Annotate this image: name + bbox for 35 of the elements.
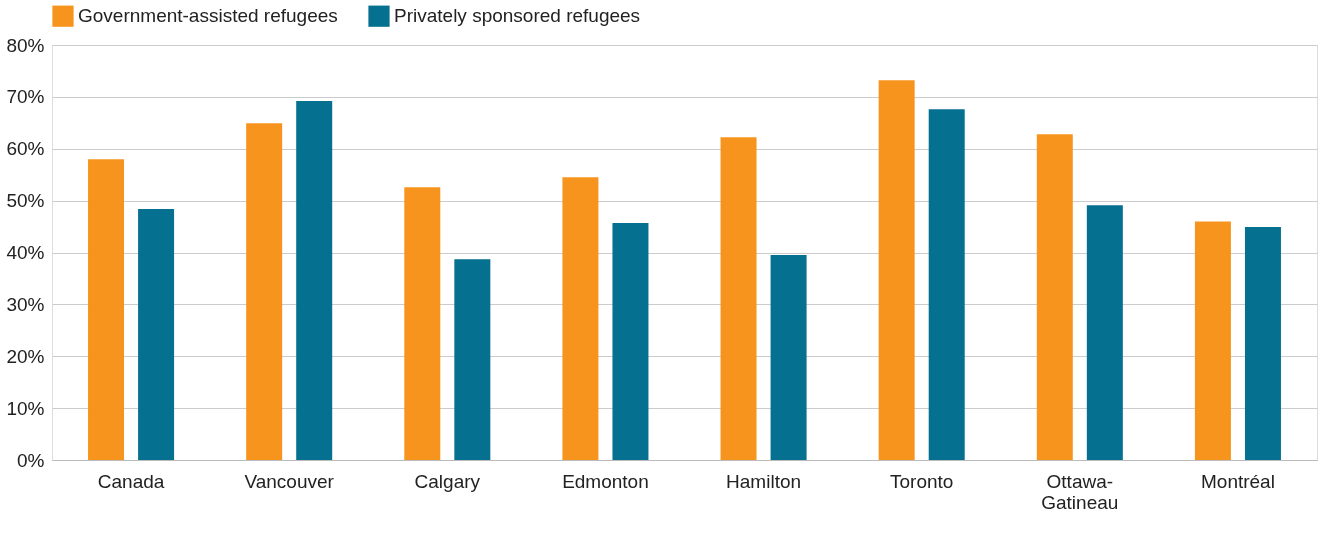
y-tick-label: 50% [6, 190, 45, 212]
bar [1244, 227, 1281, 460]
bar [88, 159, 125, 460]
bar [1036, 134, 1073, 460]
y-tick-label: 10% [6, 397, 45, 419]
bar [720, 137, 757, 460]
x-tick-label: Ottawa-Gatineau [1041, 470, 1119, 513]
bar [454, 259, 491, 460]
x-tick-label: Canada [97, 470, 165, 492]
bar [1194, 221, 1231, 460]
y-tick-label: 80% [6, 34, 45, 56]
bar [296, 101, 333, 460]
bar [1086, 205, 1123, 460]
x-tick-label: Toronto [890, 470, 954, 492]
x-tick-label: Vancouver [244, 470, 335, 492]
y-tick-label: 30% [6, 293, 45, 315]
legend-label: Privately sponsored refugees [394, 5, 641, 27]
x-tick-label: Calgary [414, 470, 481, 492]
bar [404, 187, 441, 460]
y-tick-label: 60% [6, 138, 45, 160]
y-tick-label: 20% [6, 345, 45, 367]
y-tick-label: 0% [17, 449, 45, 471]
y-tick-label: 40% [6, 242, 45, 263]
x-tick-label: Edmonton [562, 470, 649, 492]
bar [612, 222, 649, 460]
x-tick-label: Montréal [1200, 470, 1275, 492]
bar [878, 80, 915, 460]
bar [562, 177, 599, 460]
y-tick-label: 70% [6, 86, 45, 108]
legend-label: Government-assisted refugees [78, 5, 338, 27]
bar [770, 255, 807, 460]
bar [138, 208, 175, 460]
x-tick-label: Hamilton [726, 470, 802, 492]
bar [928, 109, 965, 460]
bar [246, 123, 283, 460]
